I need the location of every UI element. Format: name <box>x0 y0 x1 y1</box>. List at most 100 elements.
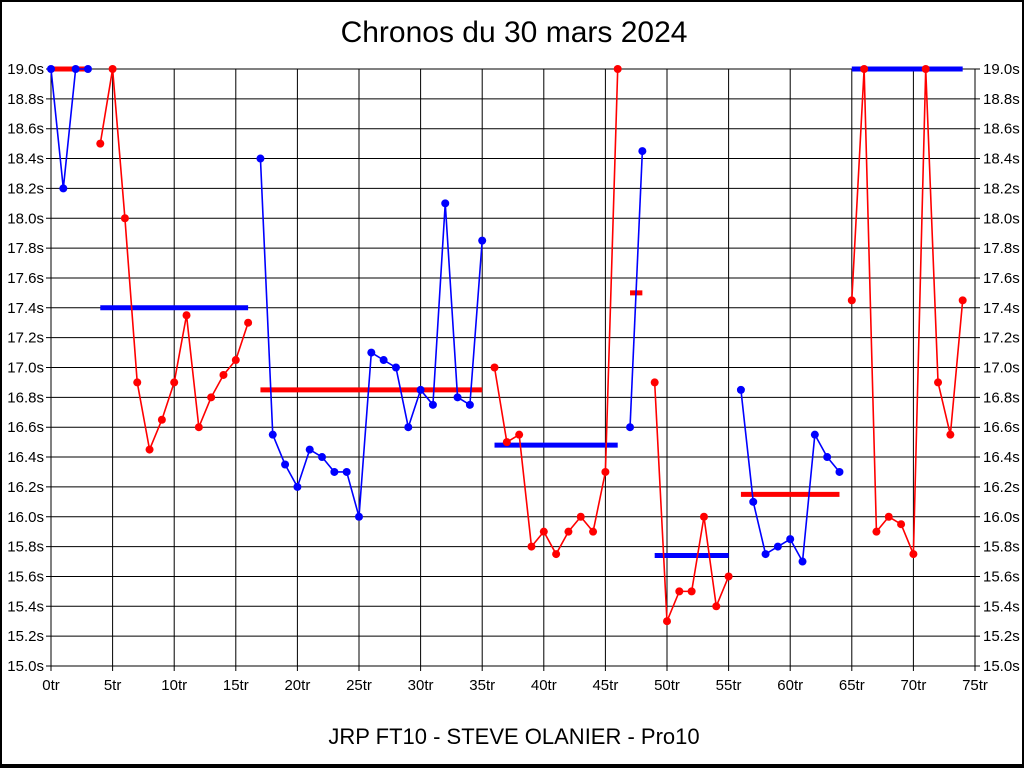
lap-time-point-driver-red <box>650 378 659 387</box>
x-axis-tick-label: 30tr <box>408 677 434 694</box>
lap-time-point-driver-blue <box>391 363 400 372</box>
lap-time-point-driver-blue <box>786 535 795 544</box>
lap-time-point-driver-red <box>539 527 548 536</box>
lap-time-point-driver-blue <box>367 348 376 357</box>
x-axis-tick-label: 65tr <box>839 677 865 694</box>
lap-time-point-driver-red <box>601 467 610 476</box>
lap-time-point-driver-red <box>699 512 708 521</box>
lap-time-point-driver-blue <box>798 557 807 566</box>
y-axis-tick-label-right: 17.8s <box>983 240 1020 257</box>
lap-time-point-driver-blue <box>256 154 265 163</box>
lap-time-point-driver-blue <box>835 467 844 476</box>
y-axis-tick-label-right: 16.6s <box>983 419 1020 436</box>
lap-time-point-driver-blue <box>293 482 302 491</box>
lap-time-point-driver-red <box>120 214 129 223</box>
y-axis-tick-label-right: 17.4s <box>983 300 1020 317</box>
y-axis-tick-label-left: 16.2s <box>7 479 44 496</box>
lap-time-point-driver-blue <box>428 400 437 409</box>
x-axis-tick-label: 25tr <box>346 677 372 694</box>
x-axis-tick-label: 15tr <box>223 677 249 694</box>
y-axis-tick-label-left: 15.0s <box>7 658 44 675</box>
lap-time-point-driver-red <box>712 602 721 611</box>
x-axis-tick-label: 60tr <box>777 677 803 694</box>
lap-time-point-driver-red <box>884 512 893 521</box>
x-axis-tick-label: 40tr <box>531 677 557 694</box>
lap-time-point-driver-red <box>96 139 105 148</box>
y-axis-tick-label-left: 15.6s <box>7 568 44 585</box>
chart-title: Chronos du 30 mars 2024 <box>340 16 688 49</box>
lap-time-point-driver-red <box>231 356 240 365</box>
y-axis-tick-label-left: 16.4s <box>7 449 44 466</box>
lap-time-point-driver-blue <box>355 512 363 521</box>
y-axis-tick-label-right: 17.2s <box>983 330 1020 347</box>
lap-time-point-driver-blue <box>478 236 487 245</box>
plot-border <box>50 68 976 667</box>
lap-time-point-driver-red <box>490 363 499 372</box>
lap-time-point-driver-blue <box>47 65 55 73</box>
lap-time-point-driver-red <box>872 527 881 536</box>
lap-time-point-driver-red <box>921 65 930 73</box>
x-axis-tick-label: 20tr <box>284 677 310 694</box>
lap-time-point-driver-red <box>170 378 179 387</box>
x-axis-tick-label: 5tr <box>104 677 122 694</box>
y-axis-tick-label-right: 15.0s <box>983 658 1020 675</box>
chart-subtitle: JRP FT10 - STEVE OLANIER - Pro10 <box>328 724 700 749</box>
y-axis-tick-label-right: 16.4s <box>983 449 1020 466</box>
y-axis-tick-label-right: 16.0s <box>983 509 1020 526</box>
y-axis-tick-label-right: 15.6s <box>983 568 1020 585</box>
y-axis-tick-label-right: 19.0s <box>983 61 1020 78</box>
x-axis-tick-label: 10tr <box>161 677 187 694</box>
lap-time-point-driver-blue <box>268 430 277 439</box>
y-axis-tick-label-right: 17.6s <box>983 270 1020 287</box>
lap-time-point-driver-red <box>675 587 684 596</box>
lap-time-point-driver-red <box>663 617 671 626</box>
lap-time-line-driver-red <box>653 382 730 623</box>
lap-time-point-driver-red <box>515 430 524 439</box>
lap-time-point-driver-red <box>589 527 598 536</box>
y-axis-tick-label-left: 15.8s <box>7 539 44 556</box>
x-axis-tick-label: 45tr <box>592 677 618 694</box>
lap-time-point-driver-blue <box>83 65 92 73</box>
y-axis-tick-label-left: 18.0s <box>7 210 44 227</box>
lap-time-point-driver-blue <box>638 147 647 156</box>
lap-time-point-driver-red <box>194 423 203 432</box>
x-axis-tick-label: 70tr <box>900 677 926 694</box>
lap-time-point-driver-red <box>934 378 943 387</box>
lap-time-point-driver-blue <box>441 199 450 208</box>
lap-time-point-driver-red <box>613 65 622 73</box>
lap-time-point-driver-blue <box>810 430 819 439</box>
lap-time-line-driver-red <box>493 68 619 555</box>
y-axis-tick-label-left: 17.0s <box>7 360 44 377</box>
lap-time-point-driver-red <box>909 550 918 559</box>
lap-time-point-driver-red <box>527 542 536 551</box>
lap-time-point-driver-red <box>564 527 573 536</box>
lap-time-point-driver-red <box>207 393 216 402</box>
lap-time-point-driver-blue <box>318 453 327 462</box>
lap-time-point-driver-blue <box>465 400 474 409</box>
y-axis-tick-label-left: 19.0s <box>7 61 44 78</box>
y-axis-tick-label-right: 15.8s <box>983 539 1020 556</box>
y-axis-tick-label-right: 18.0s <box>983 210 1020 227</box>
lap-time-point-driver-blue <box>59 184 68 193</box>
y-axis-tick-label-left: 18.8s <box>7 91 44 108</box>
lap-time-point-driver-blue <box>823 453 832 462</box>
lap-time-point-driver-blue <box>404 423 413 432</box>
y-axis-tick-label-left: 17.6s <box>7 270 44 287</box>
lap-time-point-driver-red <box>157 415 166 424</box>
lap-time-point-driver-blue <box>342 467 351 476</box>
lap-time-point-driver-red <box>576 512 585 521</box>
lap-time-point-driver-blue <box>761 550 770 559</box>
lap-time-point-driver-blue <box>281 460 290 469</box>
lap-time-point-driver-red <box>897 520 906 529</box>
lap-time-point-driver-red <box>133 378 142 387</box>
y-axis-tick-label-right: 18.4s <box>983 151 1020 168</box>
lap-time-line-driver-red <box>851 68 964 555</box>
lap-time-point-driver-blue <box>453 393 462 402</box>
y-axis-tick-label-right: 18.2s <box>983 180 1020 197</box>
lap-time-point-driver-blue <box>305 445 314 454</box>
y-axis-tick-label-right: 17.0s <box>983 360 1020 377</box>
y-axis-tick-label-right: 15.4s <box>983 598 1020 615</box>
y-axis-tick-label-right: 18.8s <box>983 91 1020 108</box>
lap-time-point-driver-red <box>724 572 733 581</box>
